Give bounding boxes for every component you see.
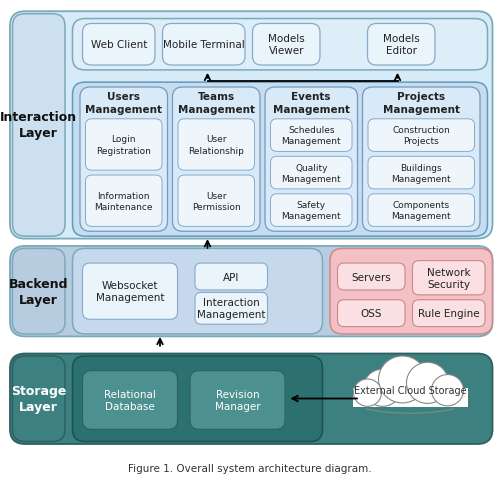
Text: Mobile Terminal: Mobile Terminal [163, 40, 244, 50]
FancyBboxPatch shape [12, 356, 65, 442]
Text: Servers: Servers [352, 272, 391, 282]
FancyBboxPatch shape [362, 88, 480, 232]
FancyBboxPatch shape [178, 176, 254, 227]
FancyBboxPatch shape [270, 120, 352, 152]
FancyBboxPatch shape [72, 20, 488, 71]
FancyBboxPatch shape [82, 264, 178, 320]
FancyBboxPatch shape [412, 300, 485, 327]
Text: Relational
Database: Relational Database [104, 389, 156, 411]
FancyBboxPatch shape [80, 88, 168, 232]
FancyBboxPatch shape [412, 261, 485, 295]
FancyBboxPatch shape [72, 83, 488, 237]
Text: Backend
Layer: Backend Layer [9, 277, 68, 306]
FancyBboxPatch shape [368, 157, 474, 189]
Text: External Cloud Storage: External Cloud Storage [354, 386, 467, 395]
Text: Teams
Management: Teams Management [178, 92, 255, 115]
FancyBboxPatch shape [86, 176, 162, 227]
Bar [352, 388, 468, 407]
FancyBboxPatch shape [270, 194, 352, 227]
FancyBboxPatch shape [330, 249, 492, 334]
Text: Users
Management: Users Management [85, 92, 162, 115]
Text: Models
Editor: Models Editor [383, 34, 420, 56]
FancyBboxPatch shape [10, 246, 492, 337]
Text: User
Permission: User Permission [192, 191, 240, 211]
FancyBboxPatch shape [12, 15, 65, 237]
FancyBboxPatch shape [368, 120, 474, 152]
FancyBboxPatch shape [12, 249, 65, 334]
Circle shape [406, 363, 449, 404]
FancyBboxPatch shape [190, 371, 285, 429]
Circle shape [432, 375, 464, 406]
Text: Models
Viewer: Models Viewer [268, 34, 304, 56]
FancyBboxPatch shape [338, 300, 405, 327]
Text: Web Client: Web Client [90, 40, 147, 50]
Text: Storage
Layer: Storage Layer [11, 385, 66, 413]
Text: Login
Registration: Login Registration [96, 135, 151, 155]
Text: Safety
Management: Safety Management [282, 201, 341, 221]
Text: Interaction
Layer: Interaction Layer [0, 111, 78, 140]
FancyBboxPatch shape [252, 24, 320, 66]
FancyBboxPatch shape [195, 264, 268, 290]
Circle shape [354, 379, 382, 407]
FancyBboxPatch shape [86, 120, 162, 171]
FancyBboxPatch shape [368, 194, 474, 227]
Text: Construction
Projects: Construction Projects [392, 126, 450, 146]
FancyBboxPatch shape [72, 356, 322, 442]
FancyBboxPatch shape [72, 249, 322, 334]
FancyBboxPatch shape [162, 24, 245, 66]
FancyBboxPatch shape [265, 88, 358, 232]
Text: Revision
Manager: Revision Manager [214, 389, 260, 411]
FancyBboxPatch shape [195, 293, 268, 325]
Text: OSS: OSS [360, 308, 382, 319]
Text: Network
Security: Network Security [427, 267, 470, 289]
FancyBboxPatch shape [368, 24, 435, 66]
Text: Components
Management: Components Management [392, 201, 451, 221]
Text: Quality
Management: Quality Management [282, 163, 341, 183]
FancyBboxPatch shape [10, 354, 492, 444]
Text: Buildings
Management: Buildings Management [392, 163, 451, 183]
FancyBboxPatch shape [82, 24, 155, 66]
FancyBboxPatch shape [178, 120, 254, 171]
Text: Rule Engine: Rule Engine [418, 308, 480, 319]
Text: Events
Management: Events Management [273, 92, 350, 115]
FancyBboxPatch shape [338, 264, 405, 290]
FancyBboxPatch shape [10, 12, 492, 239]
Text: Figure 1. Overall system architecture diagram.: Figure 1. Overall system architecture di… [128, 464, 372, 473]
Text: Schedules
Management: Schedules Management [282, 126, 341, 146]
Text: API: API [223, 272, 240, 282]
FancyBboxPatch shape [172, 88, 260, 232]
FancyBboxPatch shape [82, 371, 178, 429]
Text: Websocket
Management: Websocket Management [96, 281, 164, 303]
Text: Interaction
Management: Interaction Management [197, 298, 266, 320]
FancyBboxPatch shape [270, 157, 352, 189]
Circle shape [364, 369, 402, 407]
Text: Information
Maintenance: Information Maintenance [94, 191, 153, 211]
Circle shape [378, 356, 426, 403]
Text: Projects
Management: Projects Management [383, 92, 460, 115]
Text: User
Relationship: User Relationship [188, 135, 244, 155]
